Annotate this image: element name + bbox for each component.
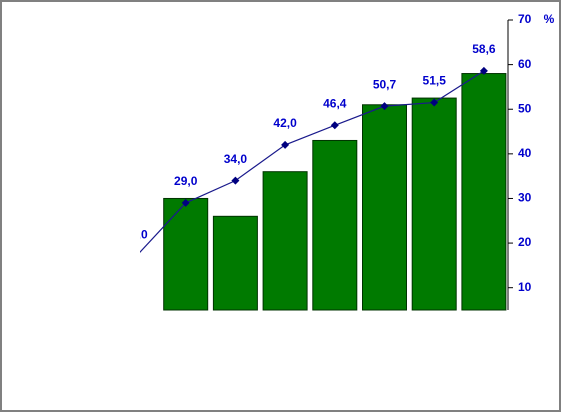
data-label: 29,0 bbox=[174, 174, 198, 188]
data-label: 34,0 bbox=[224, 152, 248, 166]
point bbox=[330, 121, 339, 130]
point bbox=[479, 66, 488, 75]
point bbox=[181, 198, 190, 207]
data-label: 17,0 bbox=[124, 228, 148, 242]
point bbox=[231, 176, 240, 185]
y-tick-label: 70 bbox=[518, 12, 532, 26]
y-tick-label: 10 bbox=[518, 280, 532, 294]
y-axis-unit: % bbox=[544, 12, 555, 26]
data-label: 42,0 bbox=[273, 116, 297, 130]
point bbox=[281, 140, 290, 149]
data-label: 50,7 bbox=[373, 77, 397, 91]
y-tick-label: 20 bbox=[518, 235, 532, 249]
data-label: 58,6 bbox=[472, 42, 496, 56]
y-tick-label: 40 bbox=[518, 146, 532, 160]
y-tick-label: 60 bbox=[518, 57, 532, 71]
bar bbox=[262, 171, 308, 311]
bar bbox=[411, 97, 457, 311]
line bbox=[140, 70, 485, 254]
bar bbox=[163, 197, 209, 311]
bar bbox=[212, 215, 258, 311]
point bbox=[380, 102, 389, 111]
point bbox=[430, 98, 439, 107]
bar bbox=[461, 73, 507, 311]
plot-area: 17,0 29,0 34,0 42,0 46,4 50,7 51,5 58,6 bbox=[124, 42, 507, 311]
bar bbox=[312, 139, 358, 311]
data-label: 46,4 bbox=[323, 96, 347, 110]
data-label: 51,5 bbox=[423, 74, 447, 88]
bar bbox=[362, 104, 407, 311]
y-tick-label: 30 bbox=[518, 191, 532, 205]
y-tick-label: 50 bbox=[518, 101, 532, 115]
